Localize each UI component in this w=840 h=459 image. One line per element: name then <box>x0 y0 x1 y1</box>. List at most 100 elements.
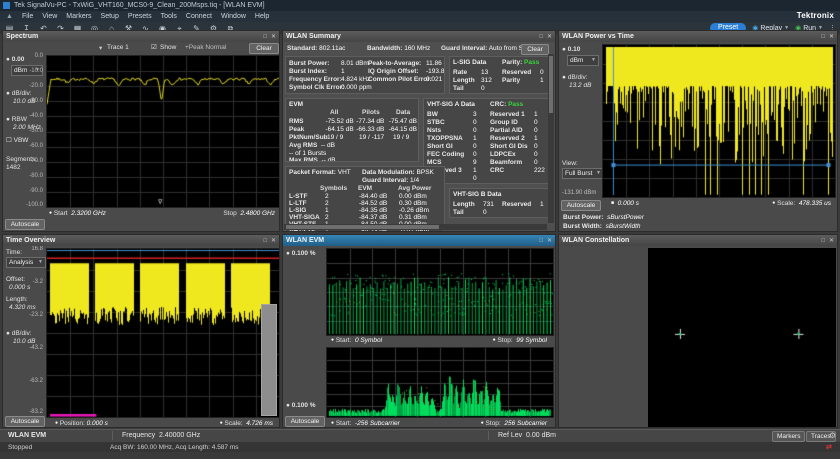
panel-close-icon[interactable]: ✕ <box>270 238 276 244</box>
menu-setup[interactable]: Setup <box>100 13 119 20</box>
menu-file[interactable]: File <box>21 13 34 20</box>
save-icon[interactable]: ↧ <box>23 23 30 33</box>
more-menu-icon[interactable]: ⋮ <box>829 25 836 32</box>
replay-button[interactable]: ◉ Replay ▼ <box>752 24 790 33</box>
run-button[interactable]: ◉ Run ▼ <box>795 24 823 33</box>
summary-horizontal-scrollbar[interactable] <box>284 224 547 230</box>
tov-scale[interactable]: ● Scale: 4.726 ms <box>219 420 273 427</box>
status-frequency[interactable]: Frequency 2.40000 GHz <box>122 432 201 439</box>
panel-maximize-icon[interactable]: □ <box>539 33 543 40</box>
summary-header[interactable]: WLAN Summary □ ✕ <box>283 31 555 42</box>
offset-value[interactable]: 0.000 s <box>9 284 31 291</box>
pvt-autoscale-button[interactable]: Autoscale <box>561 200 601 211</box>
panel-maximize-icon[interactable]: □ <box>539 237 543 244</box>
menu-markers[interactable]: Markers <box>66 13 92 20</box>
panel-maximize-icon[interactable]: □ <box>821 237 825 244</box>
evm-bottom-ref[interactable]: ● 0.100 % <box>286 402 316 409</box>
constellation-header[interactable]: WLAN Constellation □ ✕ <box>559 235 837 246</box>
x-axis-start[interactable]: ● Start 2.3200 GHz <box>49 210 106 217</box>
rbw-label[interactable]: ● RBW <box>6 116 27 123</box>
evm-sub-stop[interactable]: ● Stop: 256 Subcarrier <box>480 420 547 427</box>
record-icon[interactable]: ◎ <box>91 23 98 33</box>
show-checkbox[interactable]: ☑ <box>151 44 157 51</box>
panel-close-icon[interactable]: ✕ <box>546 238 552 244</box>
evm-top-ref[interactable]: ● 0.100 % <box>286 250 316 257</box>
disconnected-icon[interactable]: ⇄ <box>826 444 832 451</box>
ref-unit-dropdown[interactable]: dBm ▼ <box>11 65 43 76</box>
time-overview-header[interactable]: Time Overview □ ✕ <box>3 235 279 246</box>
markers-button[interactable]: Markers <box>772 431 806 442</box>
ref-level-value[interactable]: ● 0.00 <box>6 56 25 63</box>
tov-dbdiv-value[interactable]: 10.0 dB <box>13 338 36 345</box>
redo-icon[interactable]: ↷ <box>57 23 64 33</box>
dbdiv-label[interactable]: ● dB/div: <box>6 90 32 97</box>
menu-help[interactable]: Help <box>254 13 270 20</box>
clear-button[interactable]: Clear <box>249 43 279 54</box>
menu-tools[interactable]: Tools <box>160 13 177 20</box>
evm-sym-stop[interactable]: ● Stop: 99 Symbol <box>492 337 547 344</box>
trace-collapse-icon[interactable]: ▾ <box>99 45 103 52</box>
evm-sym-start[interactable]: ● Start: 0 Symbol <box>331 337 383 344</box>
undo-icon[interactable]: ↶ <box>40 23 47 33</box>
summary-vertical-scrollbar[interactable] <box>548 54 554 223</box>
dbdiv-value[interactable]: 10.0 dB <box>13 98 36 105</box>
panel-close-icon[interactable]: ✕ <box>270 34 276 40</box>
constellation-plot[interactable] <box>648 248 836 427</box>
tov-dbdiv-label[interactable]: ● dB/div: <box>6 330 32 337</box>
evm-autoscale-button[interactable]: Autoscale <box>285 416 325 427</box>
panel-close-icon[interactable]: ✕ <box>828 34 834 40</box>
menu-presets[interactable]: Presets <box>127 13 152 20</box>
status-ref-level[interactable]: Ref Lev 0.00 dBm <box>498 432 556 439</box>
time-dropdown[interactable]: Analysis ▼ <box>6 257 46 268</box>
layout-icon[interactable]: ⧉ <box>227 23 234 33</box>
x-axis-stop[interactable]: Stop 2.4800 GHz <box>223 210 275 217</box>
pvt-ref-unit-dropdown[interactable]: dBm ▼ <box>567 55 599 66</box>
view-dropdown[interactable]: Full Burst ▼ <box>562 168 604 179</box>
summary-clear-button[interactable]: Clear <box>521 44 549 55</box>
panel-maximize-icon[interactable]: □ <box>263 33 267 40</box>
tov-position[interactable]: ● Position: 0.000 s <box>55 420 108 427</box>
gear-icon[interactable]: ⚙ <box>829 431 837 440</box>
display-icon[interactable]: ▦ <box>73 23 82 33</box>
autoscale-button[interactable]: Autoscale <box>5 219 45 230</box>
pvt-ref-level[interactable]: ● 0.10 <box>562 46 581 53</box>
pvt-dbdiv-value[interactable]: 13.2 dB <box>569 82 592 89</box>
tov-autoscale-button[interactable]: Autoscale <box>5 416 45 427</box>
edit-icon[interactable]: ✎ <box>193 23 200 33</box>
evm-symbol-plot[interactable] <box>326 248 554 336</box>
pvt-dbdiv-label[interactable]: ● dB/div: <box>562 74 588 81</box>
pvt-x-start[interactable]: ■ 0.000 s <box>611 200 639 207</box>
panel-close-icon[interactable]: ✕ <box>546 34 552 40</box>
time-overview-plot[interactable] <box>46 248 279 418</box>
rbw-value[interactable]: 2.00 MHz <box>13 124 41 131</box>
home-icon[interactable]: ⌂ <box>109 23 114 33</box>
spectrum-header[interactable]: Spectrum □ ✕ <box>3 31 279 42</box>
play-circle-icon[interactable]: ◉ <box>159 23 166 33</box>
pvt-plot[interactable] <box>602 44 836 198</box>
length-value[interactable]: 4.320 ms <box>9 304 36 311</box>
waveform-icon[interactable]: ∿ <box>142 23 149 33</box>
pvt-header[interactable]: WLAN Power vs Time □ ✕ <box>559 31 837 42</box>
evm-sub-start[interactable]: ● Start: -256 Subcarrier <box>331 420 400 427</box>
spectrum-plot[interactable] <box>46 55 279 208</box>
menu-window[interactable]: Window <box>221 13 246 20</box>
app-menu-icon[interactable]: ▲ <box>6 13 13 20</box>
settings-icon[interactable]: ⚙ <box>209 23 218 33</box>
tools-icon[interactable]: ⚒ <box>124 23 133 33</box>
evm-subcarrier-plot[interactable] <box>326 347 554 418</box>
panel-maximize-icon[interactable]: □ <box>263 237 267 244</box>
traces-button[interactable]: Traces <box>806 431 836 442</box>
trace-selector[interactable]: Trace 1 <box>107 44 129 51</box>
pvt-x-scale[interactable]: ● Scale: 478.335 us <box>772 200 831 207</box>
analysis-region-handle[interactable] <box>261 304 277 416</box>
panel-maximize-icon[interactable]: □ <box>821 33 825 40</box>
wlan-evm-header[interactable]: WLAN EVM □ ✕ <box>283 235 555 246</box>
preset-button[interactable]: Preset <box>710 23 747 33</box>
trace-mode-label[interactable]: +Peak Normal <box>185 44 227 51</box>
panel-close-icon[interactable]: ✕ <box>828 238 834 244</box>
menu-view[interactable]: View <box>42 13 58 20</box>
target-icon[interactable]: ⌖ <box>177 23 182 33</box>
menu-connect[interactable]: Connect <box>185 13 212 20</box>
vbw-checkbox[interactable]: ☐ VBW <box>6 137 29 144</box>
open-file-icon[interactable]: ▤ <box>5 23 14 33</box>
